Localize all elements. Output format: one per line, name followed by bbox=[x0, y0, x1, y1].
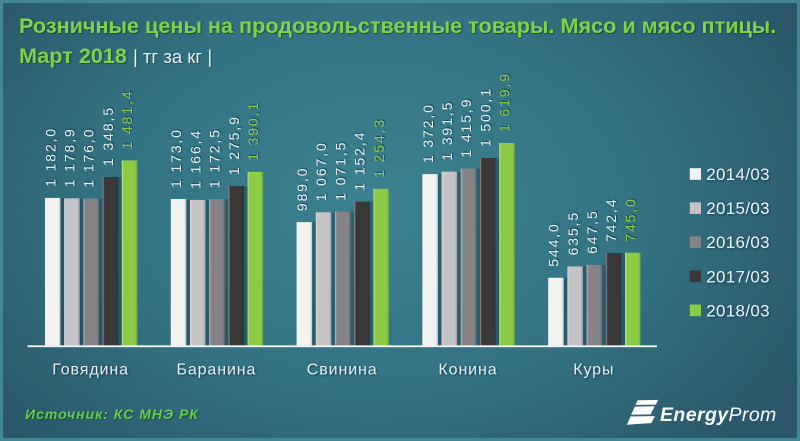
svg-text:Свинина: Свинина bbox=[307, 361, 378, 378]
svg-text:745,0: 745,0 bbox=[622, 197, 638, 242]
svg-text:Баранина: Баранина bbox=[176, 361, 256, 378]
svg-text:544,0: 544,0 bbox=[546, 222, 562, 267]
svg-text:1 176,0: 1 176,0 bbox=[81, 128, 97, 188]
svg-text:Конина: Конина bbox=[438, 361, 497, 378]
svg-text:1 178,9: 1 178,9 bbox=[62, 127, 78, 187]
svg-text:1 173,0: 1 173,0 bbox=[168, 128, 184, 188]
svg-text:1 152,4: 1 152,4 bbox=[352, 131, 368, 191]
svg-text:1 348,5: 1 348,5 bbox=[100, 106, 116, 166]
svg-text:2014/03: 2014/03 bbox=[706, 165, 770, 184]
svg-text:1 172,5: 1 172,5 bbox=[207, 128, 223, 188]
svg-text:Говядина: Говядина bbox=[52, 361, 129, 378]
svg-text:647,5: 647,5 bbox=[584, 209, 600, 254]
svg-text:989,0: 989,0 bbox=[294, 167, 310, 212]
svg-text:635,5: 635,5 bbox=[565, 211, 581, 256]
svg-text:1 481,4: 1 481,4 bbox=[119, 89, 135, 149]
svg-text:2015/03: 2015/03 bbox=[706, 199, 770, 218]
svg-text:1 071,5: 1 071,5 bbox=[332, 141, 348, 201]
svg-text:1 391,5: 1 391,5 bbox=[439, 101, 455, 161]
svg-text:1 182,0: 1 182,0 bbox=[42, 127, 58, 187]
svg-text:2016/03: 2016/03 bbox=[706, 233, 770, 252]
svg-text:1 619,9: 1 619,9 bbox=[497, 72, 513, 132]
svg-text:1 390,1: 1 390,1 bbox=[245, 101, 261, 161]
svg-text:1 254,3: 1 254,3 bbox=[371, 118, 387, 178]
svg-text:2018/03: 2018/03 bbox=[706, 301, 770, 320]
svg-text:Куры: Куры bbox=[573, 361, 614, 378]
svg-text:1 500,1: 1 500,1 bbox=[477, 87, 493, 147]
svg-text:742,4: 742,4 bbox=[603, 197, 619, 242]
svg-text:1 067,0: 1 067,0 bbox=[313, 141, 329, 201]
svg-text:1 275,9: 1 275,9 bbox=[226, 115, 242, 175]
svg-text:1 372,0: 1 372,0 bbox=[420, 103, 436, 163]
svg-text:1 415,9: 1 415,9 bbox=[458, 98, 474, 158]
svg-text:2017/03: 2017/03 bbox=[706, 267, 770, 286]
svg-text:1 166,4: 1 166,4 bbox=[187, 129, 203, 189]
